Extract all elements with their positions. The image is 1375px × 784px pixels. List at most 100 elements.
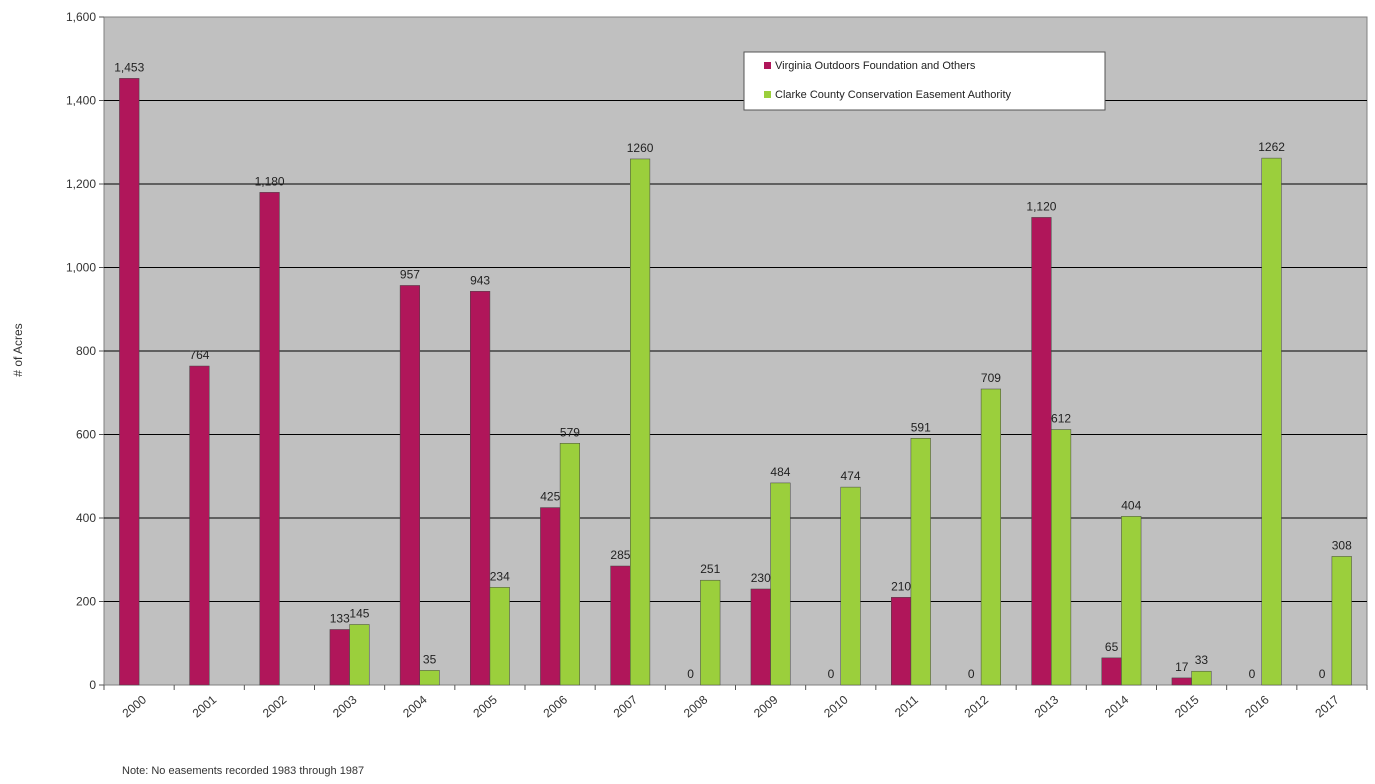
bar-series-1-2003 [329, 629, 350, 686]
x-tick-label-2000: 2000 [120, 692, 150, 720]
bar-series-2-2017 [1331, 556, 1352, 686]
bars [119, 78, 1352, 686]
bar-series-1-2001 [189, 365, 210, 686]
data-label-series-1-2000: 1,453 [114, 60, 144, 74]
legend: Virginia Outdoors Foundation and Others … [743, 51, 1106, 111]
data-label-series-2-2003: 145 [349, 606, 369, 620]
data-label-series-2-2012: 709 [981, 371, 1001, 385]
y-tick-label: 1,200 [66, 177, 96, 191]
x-tick-label-2004: 2004 [400, 692, 430, 720]
bar-series-2-2006 [559, 443, 580, 686]
x-tick-label-2017: 2017 [1312, 692, 1342, 720]
data-label-series-1-2003: 133 [330, 611, 350, 625]
bar-series-2-2016 [1261, 157, 1282, 686]
data-label-series-1-2011: 210 [891, 579, 911, 593]
y-axis-ticks: 0 200 400 600 800 1,000 1,200 1,400 1,600 [66, 10, 104, 692]
data-label-series-2-2005: 234 [490, 569, 510, 583]
bar-series-1-2005 [470, 291, 491, 686]
x-tick-label-2011: 2011 [892, 692, 921, 720]
bar-series-2-2014 [1121, 516, 1142, 686]
legend-label-series-1: Virginia Outdoors Foundation and Others [775, 60, 976, 72]
data-label-series-1-2012: 0 [968, 667, 975, 681]
gridlines [104, 100, 1367, 602]
x-tick-label-2007: 2007 [611, 692, 641, 720]
bar-series-2-2013 [1051, 429, 1072, 686]
bar-series-2-2009 [770, 482, 791, 686]
y-tick-label: 0 [89, 678, 96, 692]
x-tick-label-2016: 2016 [1242, 692, 1272, 720]
data-label-series-2-2011: 591 [911, 420, 931, 434]
x-tick-label-2012: 2012 [962, 692, 992, 720]
data-label-series-2-2015: 33 [1195, 653, 1209, 667]
bar-series-1-2011 [891, 597, 912, 686]
data-label-series-2-2017: 308 [1332, 538, 1352, 552]
y-tick-label: 1,000 [66, 261, 96, 275]
bar-series-1-2009 [750, 588, 771, 686]
footnote: Note: No easements recorded 1983 through… [122, 765, 365, 777]
data-label-series-1-2006: 425 [540, 490, 560, 504]
data-label-series-1-2009: 230 [751, 571, 771, 585]
y-tick-label: 600 [76, 428, 96, 442]
data-label-series-2-2013: 612 [1051, 411, 1071, 425]
data-label-series-1-2016: 0 [1249, 667, 1256, 681]
bar-series-2-2008 [700, 579, 721, 686]
legend-swatch-series-2 [764, 91, 771, 98]
bar-series-2-2011 [910, 438, 931, 686]
data-label-series-1-2002: 1,180 [255, 174, 285, 188]
data-label-series-2-2006: 579 [560, 425, 580, 439]
x-tick-label-2009: 2009 [751, 692, 781, 720]
data-label-series-2-2004: 35 [423, 652, 437, 666]
bar-series-1-2013 [1031, 217, 1052, 686]
bar-series-1-2002 [259, 192, 280, 686]
legend-label-series-2: Clarke County Conservation Easement Auth… [775, 89, 1012, 101]
bar-series-2-2003 [349, 624, 370, 686]
bar-series-2-2010 [840, 486, 861, 686]
x-tick-label-2006: 2006 [541, 692, 571, 720]
x-tick-label-2002: 2002 [260, 692, 290, 720]
x-tick-label-2015: 2015 [1172, 692, 1202, 720]
bar-series-2-2005 [489, 587, 510, 686]
data-label-series-1-2005: 943 [470, 273, 490, 287]
bar-series-1-2006 [540, 507, 561, 686]
x-tick-label-2008: 2008 [681, 692, 711, 720]
data-label-series-2-2016: 1262 [1258, 140, 1285, 154]
y-tick-label: 1,400 [66, 94, 96, 108]
x-tick-label-2013: 2013 [1032, 692, 1062, 720]
data-label-series-1-2008: 0 [687, 667, 694, 681]
data-label-series-1-2013: 1,120 [1026, 199, 1056, 213]
legend-box [743, 51, 1106, 111]
data-label-series-1-2004: 957 [400, 267, 420, 281]
data-label-series-1-2010: 0 [828, 667, 835, 681]
bar-series-2-2012 [980, 388, 1001, 686]
y-tick-label: 1,600 [66, 10, 96, 24]
y-tick-label: 200 [76, 595, 96, 609]
data-label-series-2-2007: 1260 [627, 141, 654, 155]
bar-series-1-2014 [1101, 657, 1122, 686]
x-axis-ticks: 2000 2001 2002 2003 2004 2005 2006 2007 2008 2009… [103, 685, 1368, 720]
bar-series-1-2015 [1171, 677, 1192, 686]
data-label-series-2-2010: 474 [841, 469, 861, 483]
x-tick-label-2003: 2003 [330, 692, 360, 720]
bar-series-2-2015 [1191, 670, 1212, 686]
x-tick-label-2014: 2014 [1102, 692, 1132, 720]
y-tick-label: 400 [76, 511, 96, 525]
bar-series-1-2007 [610, 565, 631, 686]
data-label-series-2-2009: 484 [770, 465, 790, 479]
y-tick-label: 800 [76, 344, 96, 358]
y-axis-title: # of Acres [11, 323, 25, 376]
bar-series-2-2004 [419, 670, 440, 686]
x-tick-label-2010: 2010 [821, 692, 851, 720]
bar-series-1-2000 [119, 78, 140, 686]
data-labels: 1,453 764 1,180 133 957 943 425 285 0 230 0 210 0 1,1… [114, 60, 1352, 681]
data-label-series-2-2008: 251 [700, 562, 720, 576]
data-label-series-1-2001: 764 [189, 348, 209, 362]
data-label-series-1-2007: 285 [610, 548, 630, 562]
data-label-series-1-2015: 17 [1175, 660, 1189, 674]
bar-series-2-2007 [630, 158, 651, 686]
data-label-series-1-2017: 0 [1319, 667, 1326, 681]
x-tick-label-2001: 2001 [190, 692, 220, 720]
x-tick-label-2005: 2005 [470, 692, 500, 720]
legend-swatch-series-1 [764, 62, 771, 69]
data-label-series-2-2014: 404 [1121, 498, 1141, 512]
